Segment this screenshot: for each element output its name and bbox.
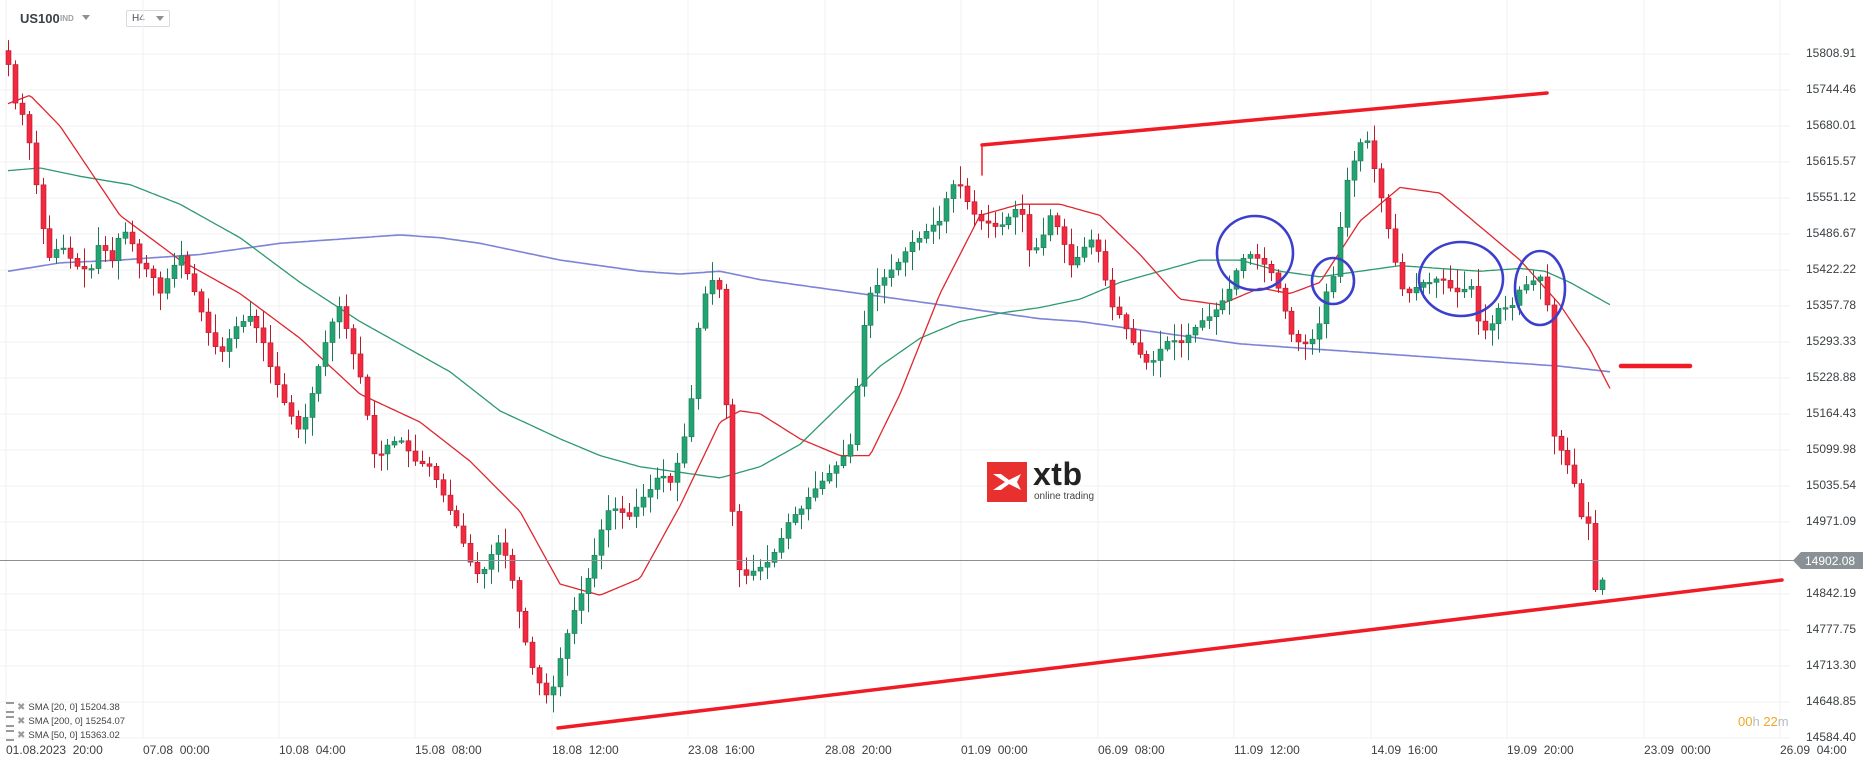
time-axis-label: 23.08 16:00 [688, 743, 755, 757]
sma50-line [7, 167, 1611, 479]
time-axis-label: 01.09 00:00 [961, 743, 1028, 757]
indicator-label: SMA [20, 0] 15204.38 [28, 702, 120, 714]
candlesticks [5, 40, 1606, 713]
chart-toolbar: US100 IND H4 [0, 0, 1866, 34]
sma200-line [7, 234, 1611, 373]
remove-indicator-icon[interactable]: ✖ [17, 716, 26, 728]
price-axis-label: 15228.88 [1806, 369, 1857, 384]
symbol-type-badge: IND [60, 14, 74, 23]
price-axis-label: 15615.57 [1806, 153, 1857, 168]
time-axis-label: 23.09 00:00 [1644, 743, 1711, 757]
countdown-hours-unit: h [1752, 714, 1760, 729]
remove-indicator-icon[interactable]: ✖ [17, 730, 26, 742]
indicator-legend-sma20[interactable]: ✖ SMA [20, 0] 15204.38 [6, 702, 120, 713]
time-axis-label: 06.09 08:00 [1098, 743, 1165, 757]
price-axis-label: 14777.75 [1806, 621, 1857, 636]
price-axis-label: 15551.12 [1806, 189, 1857, 204]
price-axis-label: 14971.09 [1806, 513, 1857, 528]
indicator-settings-icon[interactable] [6, 716, 14, 727]
price-axis-label: 15422.22 [1806, 261, 1857, 276]
time-axis-label: 15.08 08:00 [415, 743, 482, 757]
drawing-annotations[interactable] [556, 91, 1784, 730]
candle-countdown: 00h 22m [1738, 714, 1789, 729]
time-axis-label: 28.08 20:00 [825, 743, 892, 757]
indicator-legend-sma50[interactable]: ✖ SMA [50, 0] 15363.02 [6, 730, 120, 741]
time-axis-label: 18.08 12:00 [552, 743, 619, 757]
logo-tagline: online trading [1034, 491, 1095, 502]
current-price-tag: 14902.08 [1793, 552, 1863, 570]
price-axis-label: 15035.54 [1806, 477, 1857, 492]
indicator-settings-icon[interactable] [6, 702, 14, 713]
price-axis-label: 15357.78 [1806, 297, 1857, 312]
xtb-logo-mark-icon [987, 462, 1027, 502]
indicator-settings-icon[interactable] [6, 730, 14, 741]
time-axis-label: 01.08.2023 20:00 [6, 743, 103, 757]
current-price-value: 14902.08 [1805, 554, 1856, 569]
price-axis-label: 14584.40 [1806, 729, 1857, 744]
countdown-hours: 00 [1738, 714, 1753, 729]
remove-indicator-icon[interactable]: ✖ [17, 702, 26, 714]
chevron-down-icon [156, 16, 164, 21]
price-axis-label: 15099.98 [1806, 441, 1857, 456]
price-axis-label: 14842.19 [1806, 585, 1857, 600]
time-axis-label: 14.09 16:00 [1371, 743, 1438, 757]
price-axis-label: 15293.33 [1806, 333, 1857, 348]
symbol-dropdown-chevron-icon[interactable] [82, 15, 90, 20]
time-axis-label: 10.08 04:00 [279, 743, 346, 757]
price-axis-label: 15486.67 [1806, 225, 1857, 240]
price-axis-label: 15808.91 [1806, 46, 1857, 60]
countdown-minutes-unit: m [1777, 714, 1789, 729]
timeframe-value: H4 [132, 13, 145, 24]
price-axis-label: 15680.01 [1806, 118, 1857, 132]
time-axis-label: 19.09 20:00 [1507, 743, 1574, 757]
price-axis-label: 15744.46 [1806, 82, 1857, 96]
symbol-label[interactable]: US100 [20, 11, 60, 26]
timeframe-select[interactable]: H4 [126, 10, 170, 27]
price-axis-label: 15164.43 [1806, 405, 1857, 420]
countdown-minutes: 22 [1763, 714, 1778, 729]
xtb-logo: xtb online trading [987, 456, 1097, 504]
indicator-label: SMA [50, 0] 15363.02 [28, 730, 120, 742]
time-axis-label: 11.09 12:00 [1234, 743, 1300, 757]
indicator-legend-sma200[interactable]: ✖ SMA [200, 0] 15254.07 [6, 716, 125, 727]
price-axis-label: 14713.30 [1806, 657, 1857, 672]
indicator-label: SMA [200, 0] 15254.07 [28, 716, 126, 728]
time-axis-label: 26.09 04:00 [1780, 743, 1847, 757]
logo-wordmark: xtb [1033, 456, 1083, 492]
price-axis-label: 14648.85 [1806, 693, 1857, 708]
grid-lines [0, 0, 1790, 739]
time-axis-label: 07.08 00:00 [143, 743, 210, 757]
